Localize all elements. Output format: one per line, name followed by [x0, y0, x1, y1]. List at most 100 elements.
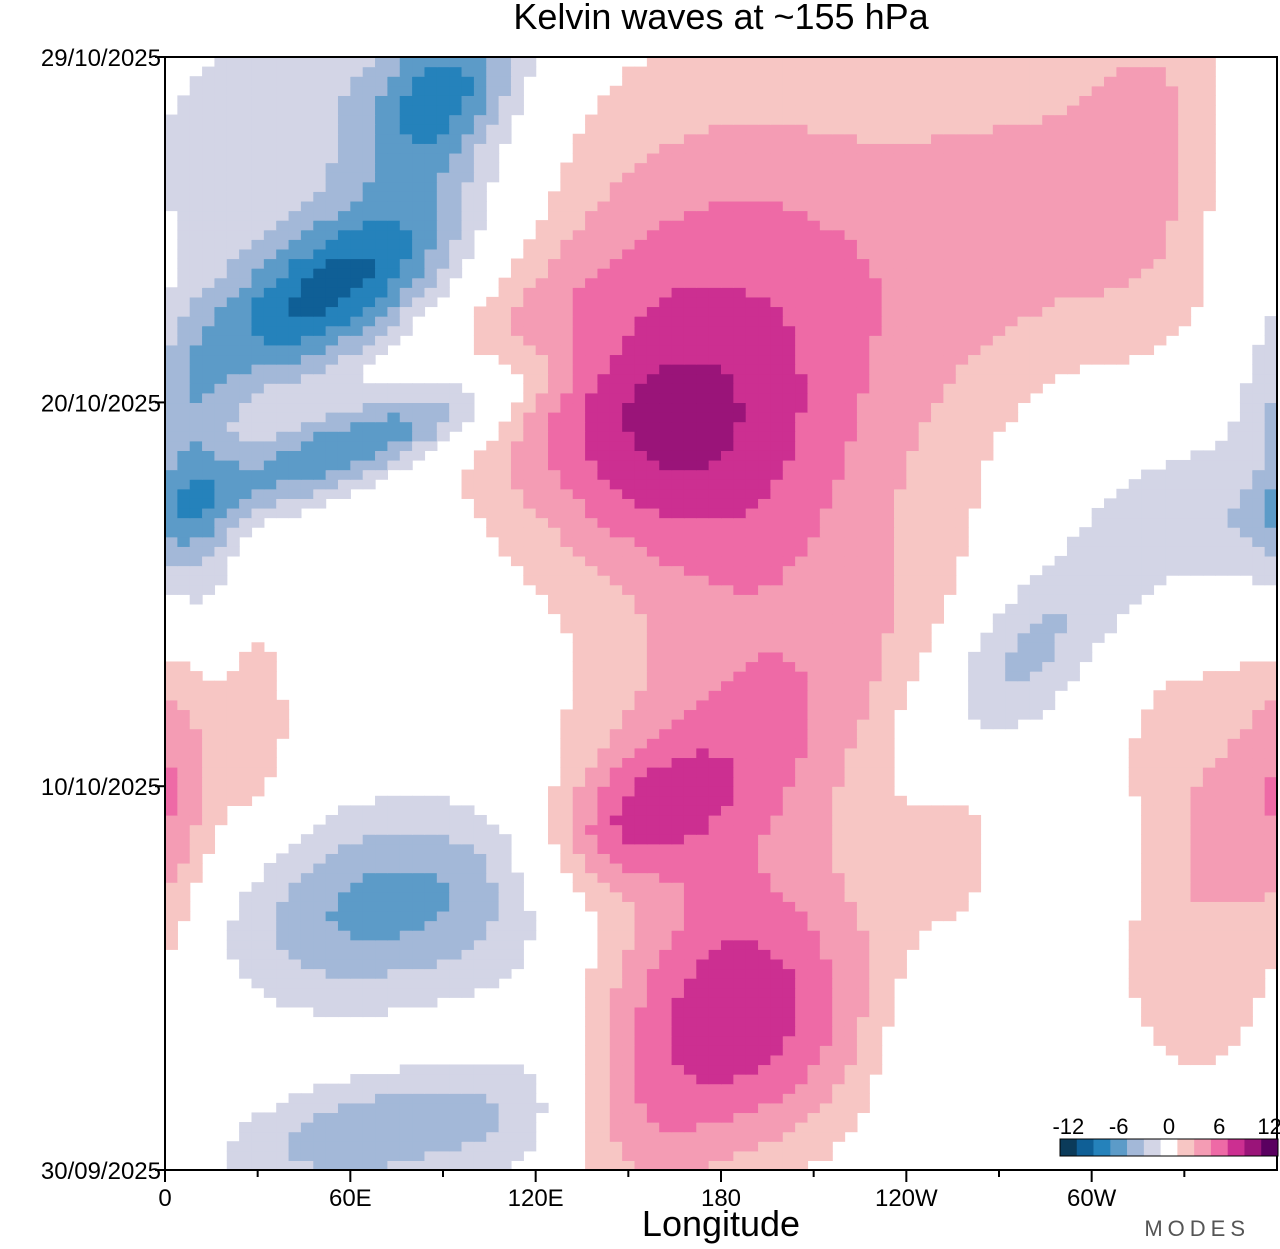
heatmap-cell — [733, 373, 747, 384]
heatmap-cell — [856, 651, 870, 663]
chart-title: Kelvin waves at ~155 hPa — [513, 0, 929, 37]
heatmap-cell — [1190, 949, 1204, 960]
heatmap-cell — [980, 421, 994, 432]
heatmap-cell — [881, 719, 895, 730]
heatmap-cell — [708, 1074, 722, 1085]
heatmap-cell — [424, 1131, 438, 1142]
heatmap-cell — [782, 709, 796, 720]
heatmap-cell — [399, 930, 413, 941]
heatmap-cell — [819, 939, 833, 950]
heatmap-cell — [300, 997, 314, 1008]
heatmap-cell — [1202, 1045, 1216, 1056]
heatmap-cell — [745, 1083, 759, 1094]
heatmap-cell — [1153, 987, 1167, 998]
heatmap-cell — [696, 373, 710, 384]
heatmap-cell — [832, 584, 846, 595]
heatmap-cell — [1005, 412, 1019, 423]
heatmap-cell — [782, 699, 796, 711]
heatmap-cell — [350, 814, 364, 826]
heatmap-cell — [350, 450, 364, 461]
heatmap-cell — [226, 325, 240, 336]
heatmap-cell — [844, 431, 858, 442]
heatmap-cell — [387, 1131, 401, 1142]
heatmap-cell — [832, 402, 846, 413]
heatmap-cell — [597, 546, 611, 557]
heatmap-cell — [1128, 968, 1142, 979]
heatmap-cell — [869, 882, 883, 893]
heatmap-cell — [844, 987, 858, 998]
heatmap-cell — [955, 402, 969, 413]
heatmap-cell — [856, 728, 870, 739]
heatmap-cell — [189, 364, 203, 375]
heatmap-cell — [696, 843, 710, 854]
heatmap-cell — [918, 488, 932, 499]
heatmap-cell — [832, 891, 846, 902]
heatmap-cell — [473, 1160, 487, 1170]
heatmap-cell — [436, 843, 450, 854]
heatmap-cell — [276, 450, 290, 461]
heatmap-cell — [881, 354, 895, 365]
heatmap-cell — [721, 824, 734, 835]
heatmap-cell — [782, 1016, 796, 1027]
heatmap-cell — [486, 335, 500, 346]
heatmap-cell — [1153, 872, 1167, 883]
heatmap-cell — [585, 805, 599, 816]
heatmap-cell — [745, 958, 759, 970]
heatmap-cell — [1128, 958, 1142, 970]
heatmap-cell — [362, 901, 376, 912]
heatmap-cell — [337, 316, 351, 327]
heatmap-cell — [288, 316, 302, 327]
heatmap-cell — [226, 767, 240, 778]
heatmap-cell — [795, 1093, 809, 1104]
heatmap-cell — [1178, 843, 1192, 854]
heatmap-cell — [758, 1064, 772, 1075]
heatmap-cell — [918, 575, 932, 586]
heatmap-cell — [375, 949, 388, 960]
heatmap-cell — [992, 719, 1006, 730]
heatmap-cell — [721, 431, 734, 442]
heatmap-cell — [585, 1006, 599, 1018]
heatmap-cell — [807, 498, 821, 509]
heatmap-cell — [931, 402, 944, 413]
heatmap-cell — [955, 421, 969, 432]
heatmap-cell — [733, 671, 747, 682]
heatmap-cell — [646, 690, 660, 701]
heatmap-cell — [856, 767, 870, 778]
heatmap-cell — [869, 853, 883, 864]
heatmap-cell — [782, 565, 796, 576]
heatmap-cell — [696, 603, 710, 615]
heatmap-cell — [1239, 805, 1253, 816]
heatmap-cell — [251, 738, 265, 749]
heatmap-cell — [683, 527, 697, 538]
heatmap-cell — [782, 1102, 796, 1114]
heatmap-cell — [1141, 498, 1155, 509]
heatmap-cell — [375, 939, 388, 950]
heatmap-cell — [1116, 344, 1130, 356]
heatmap-cell — [856, 373, 870, 384]
heatmap-cell — [622, 632, 636, 643]
heatmap-cell — [646, 306, 660, 317]
heatmap-cell — [931, 814, 944, 826]
heatmap-cell — [350, 344, 364, 356]
heatmap-cell — [819, 901, 833, 912]
heatmap-cell — [893, 364, 907, 375]
heatmap-cell — [412, 805, 426, 816]
heatmap-cell — [1054, 661, 1068, 672]
heatmap-cell — [560, 843, 574, 854]
heatmap-cell — [486, 1131, 500, 1142]
heatmap-cell — [721, 949, 734, 960]
heatmap-cell — [893, 354, 907, 365]
heatmap-cell — [795, 459, 809, 471]
heatmap-cell — [189, 776, 203, 787]
heatmap-cell — [881, 450, 895, 461]
heatmap-cell — [733, 575, 747, 586]
heatmap-cell — [1239, 479, 1253, 490]
heatmap-cell — [609, 843, 623, 854]
heatmap-cell — [387, 968, 401, 979]
heatmap-cell — [189, 344, 203, 356]
heatmap-cell — [263, 901, 277, 912]
heatmap-cell — [473, 1150, 487, 1161]
heatmap-cell — [832, 786, 846, 797]
heatmap-cell — [646, 1016, 660, 1027]
heatmap-cell — [473, 843, 487, 854]
